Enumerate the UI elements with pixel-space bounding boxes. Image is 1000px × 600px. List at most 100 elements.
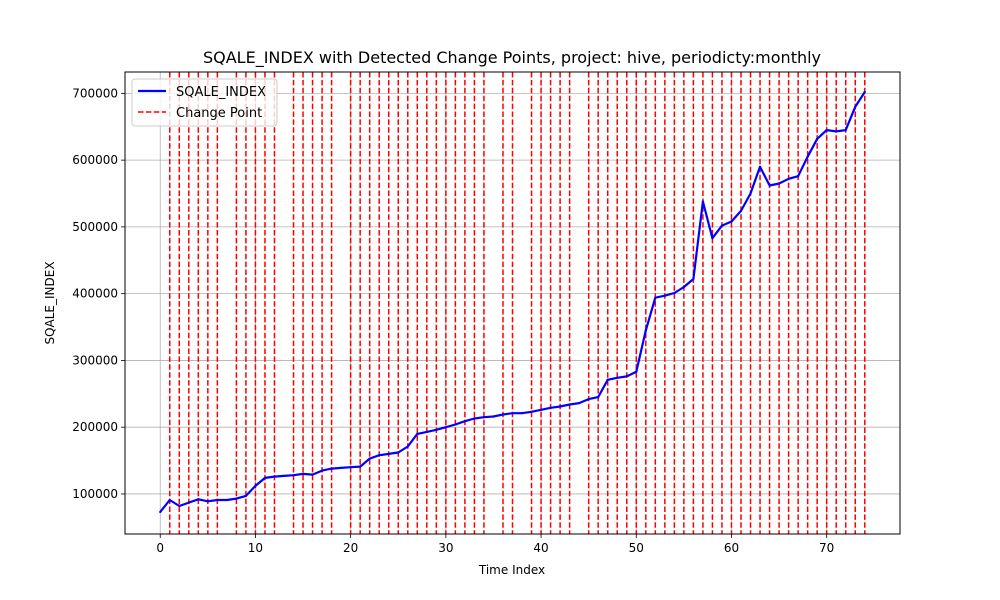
data-point: [416, 432, 419, 435]
data-point: [673, 291, 676, 295]
data-point: [711, 237, 714, 240]
data-point: [159, 510, 162, 514]
y-tick-label: 100000: [72, 487, 118, 501]
data-point: [844, 128, 847, 132]
data-point: [206, 500, 209, 503]
x-tick-label: 50: [629, 541, 644, 555]
data-point: [511, 412, 514, 415]
data-point: [235, 497, 238, 500]
data-point: [501, 413, 505, 416]
data-point: [597, 396, 600, 399]
data-point: [663, 294, 666, 297]
x-tick-label: 20: [343, 541, 358, 555]
data-point: [682, 285, 685, 289]
x-axis-label: Time Index: [478, 563, 545, 577]
data-point: [473, 417, 476, 420]
legend-box: [131, 78, 278, 127]
axis-ticks: 0 10 20 30 40 50 60 70 100000 200000 300000 400000 5…: [72, 86, 834, 555]
data-point: [539, 408, 543, 411]
data-point: [406, 445, 409, 448]
data-point: [692, 277, 695, 281]
data-point: [749, 192, 752, 195]
data-point: [187, 501, 190, 504]
data-point: [197, 498, 200, 501]
data-point: [273, 475, 276, 478]
x-tick-label: 10: [248, 541, 263, 555]
data-point: [301, 472, 305, 476]
data-point: [178, 504, 181, 508]
data-point: [835, 130, 838, 133]
data-point: [292, 474, 295, 477]
data-point: [263, 476, 267, 480]
data-point: [730, 220, 733, 223]
data-line-layer: [159, 90, 866, 514]
y-tick-label: 300000: [72, 353, 118, 367]
change-point-lines: [168, 72, 866, 534]
data-point: [359, 465, 362, 468]
data-point: [425, 430, 428, 433]
data-point: [654, 296, 657, 299]
chart-title: SQALE_INDEX with Detected Change Points,…: [203, 48, 821, 68]
data-point: [340, 466, 343, 470]
data-point: [330, 467, 333, 470]
data-point: [720, 224, 724, 227]
data-point: [387, 452, 390, 455]
y-tick-label: 200000: [72, 420, 118, 434]
data-point: [378, 454, 381, 457]
x-tick-label: 70: [819, 541, 834, 555]
data-point: [854, 105, 857, 108]
data-point: [701, 200, 705, 203]
data-point: [368, 457, 371, 460]
legend: SQALE_INDEX Change Point: [131, 78, 278, 127]
data-point: [482, 416, 486, 419]
data-point: [463, 420, 466, 423]
data-point: [825, 128, 828, 132]
data-point: [606, 378, 609, 381]
data-point: [768, 184, 771, 187]
data-point: [349, 466, 352, 469]
data-point: [216, 498, 219, 502]
x-tick-label: 60: [724, 541, 739, 555]
y-tick-label: 700000: [72, 86, 118, 100]
data-point: [816, 137, 819, 140]
data-point: [435, 428, 438, 431]
data-point: [320, 469, 324, 472]
x-tick-label: 0: [156, 541, 164, 555]
data-point: [625, 375, 628, 378]
data-point: [644, 329, 647, 332]
data-point: [587, 398, 590, 401]
data-point: [739, 209, 743, 212]
y-tick-label: 600000: [72, 153, 118, 167]
y-axis-label: SQALE_INDEX: [43, 261, 57, 344]
data-point: [530, 410, 533, 413]
data-point: [520, 412, 524, 415]
data-point: [254, 484, 257, 488]
y-tick-label: 400000: [72, 287, 118, 301]
data-point: [311, 473, 314, 476]
data-point: [806, 155, 809, 158]
data-point: [225, 498, 228, 502]
data-point: [549, 406, 552, 409]
legend-label-sqale-index: SQALE_INDEX: [176, 85, 266, 100]
data-point: [787, 177, 790, 180]
data-point: [397, 451, 400, 454]
data-point: [616, 376, 619, 379]
data-point: [578, 402, 581, 405]
data-point: [863, 90, 866, 94]
data-point: [454, 423, 457, 426]
data-point: [568, 403, 571, 406]
data-point: [282, 474, 286, 478]
x-tick-label: 40: [533, 541, 548, 555]
data-point: [168, 498, 171, 502]
data-point: [797, 175, 800, 178]
data-point: [635, 370, 638, 373]
legend-label-change-point: Change Point: [176, 106, 262, 121]
plot-frame: [124, 71, 901, 535]
data-point: [444, 426, 447, 429]
data-point: [758, 165, 762, 168]
data-point: [559, 405, 562, 408]
y-tick-label: 500000: [72, 220, 118, 234]
x-tick-label: 30: [438, 541, 453, 555]
data-point: [244, 494, 248, 498]
